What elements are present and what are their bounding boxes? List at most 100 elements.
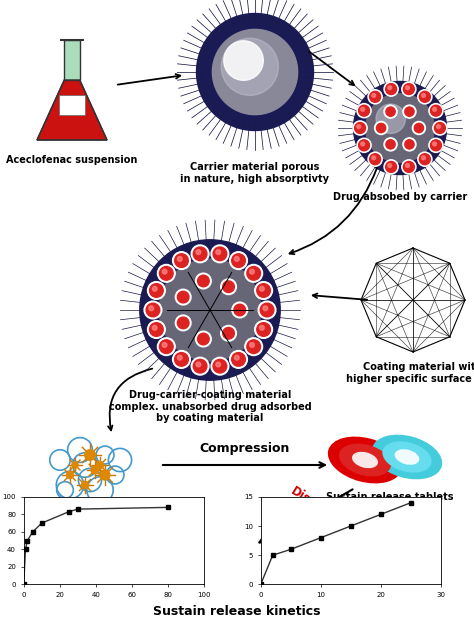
Circle shape	[357, 104, 371, 118]
Circle shape	[429, 104, 443, 118]
Ellipse shape	[395, 449, 419, 465]
Circle shape	[405, 140, 414, 149]
Circle shape	[418, 90, 432, 104]
Circle shape	[388, 164, 392, 168]
Circle shape	[162, 269, 167, 274]
Circle shape	[221, 326, 237, 341]
Circle shape	[386, 84, 397, 94]
Circle shape	[374, 121, 388, 134]
Circle shape	[212, 29, 298, 114]
Circle shape	[173, 252, 191, 269]
Circle shape	[66, 471, 74, 479]
Circle shape	[376, 123, 386, 132]
Circle shape	[177, 256, 182, 261]
Circle shape	[245, 338, 263, 356]
Circle shape	[386, 140, 395, 149]
Circle shape	[177, 355, 182, 360]
Circle shape	[221, 38, 278, 96]
Circle shape	[406, 86, 410, 89]
Circle shape	[421, 156, 426, 160]
Text: Aceclofenac suspension: Aceclofenac suspension	[6, 155, 137, 165]
Circle shape	[235, 355, 239, 360]
Circle shape	[197, 14, 313, 131]
Circle shape	[235, 256, 239, 261]
Text: Drug-carrier-coating material
complex. unabsorbed drug adsorbed
by coating mater: Drug-carrier-coating material complex. u…	[109, 390, 311, 423]
Circle shape	[430, 140, 441, 151]
Circle shape	[405, 107, 414, 116]
Circle shape	[232, 352, 246, 366]
Circle shape	[255, 321, 273, 338]
Ellipse shape	[352, 452, 378, 468]
Circle shape	[258, 301, 276, 319]
Circle shape	[174, 254, 188, 268]
Circle shape	[433, 121, 447, 135]
Circle shape	[403, 84, 414, 94]
Circle shape	[91, 466, 100, 474]
Circle shape	[84, 449, 96, 461]
Circle shape	[403, 161, 414, 172]
Circle shape	[152, 326, 157, 330]
Circle shape	[368, 152, 382, 166]
Circle shape	[96, 461, 104, 469]
Circle shape	[193, 247, 207, 261]
Circle shape	[384, 105, 397, 118]
Circle shape	[355, 122, 365, 134]
Circle shape	[257, 322, 271, 336]
Circle shape	[402, 82, 416, 96]
Circle shape	[354, 81, 447, 174]
Circle shape	[433, 142, 437, 146]
Circle shape	[159, 259, 261, 361]
Text: Sustain release kinetics: Sustain release kinetics	[153, 605, 321, 618]
Circle shape	[213, 247, 227, 261]
Polygon shape	[64, 40, 80, 80]
Circle shape	[384, 138, 397, 151]
Circle shape	[421, 94, 426, 98]
Bar	[59, 95, 84, 115]
Circle shape	[174, 352, 188, 366]
Circle shape	[414, 123, 424, 132]
Circle shape	[140, 240, 280, 380]
Circle shape	[221, 279, 237, 294]
Circle shape	[213, 359, 227, 373]
Circle shape	[173, 351, 191, 368]
Circle shape	[418, 152, 432, 166]
Circle shape	[150, 284, 163, 298]
Circle shape	[370, 154, 381, 164]
Circle shape	[430, 105, 441, 116]
Circle shape	[429, 138, 443, 152]
Circle shape	[368, 90, 382, 104]
Circle shape	[437, 125, 440, 129]
Text: Other tablet excipients: Other tablet excipients	[26, 500, 154, 510]
Circle shape	[386, 107, 395, 116]
Circle shape	[177, 291, 189, 303]
Circle shape	[230, 351, 247, 368]
Circle shape	[263, 306, 268, 311]
Circle shape	[359, 105, 370, 116]
Circle shape	[224, 41, 264, 81]
Circle shape	[359, 140, 370, 151]
Text: Sustain release tablets: Sustain release tablets	[326, 492, 454, 502]
Circle shape	[198, 333, 209, 345]
Circle shape	[384, 82, 398, 96]
Circle shape	[260, 303, 274, 317]
Text: Coating material with
higher specific surface area: Coating material with higher specific su…	[346, 362, 474, 384]
Circle shape	[250, 342, 255, 348]
Circle shape	[159, 340, 173, 354]
Circle shape	[247, 266, 261, 280]
Circle shape	[159, 266, 173, 280]
Circle shape	[259, 286, 264, 291]
Text: Carrier material porous
in nature, high absorptivty: Carrier material porous in nature, high …	[181, 162, 329, 184]
Circle shape	[357, 125, 361, 129]
Circle shape	[403, 138, 416, 151]
Circle shape	[376, 104, 405, 134]
Circle shape	[71, 461, 79, 469]
Circle shape	[196, 362, 201, 367]
Ellipse shape	[383, 441, 432, 472]
Circle shape	[250, 269, 255, 274]
Circle shape	[361, 107, 365, 111]
Circle shape	[177, 317, 189, 329]
Circle shape	[211, 357, 229, 375]
Circle shape	[370, 91, 381, 103]
Circle shape	[223, 328, 234, 339]
Circle shape	[193, 359, 207, 373]
